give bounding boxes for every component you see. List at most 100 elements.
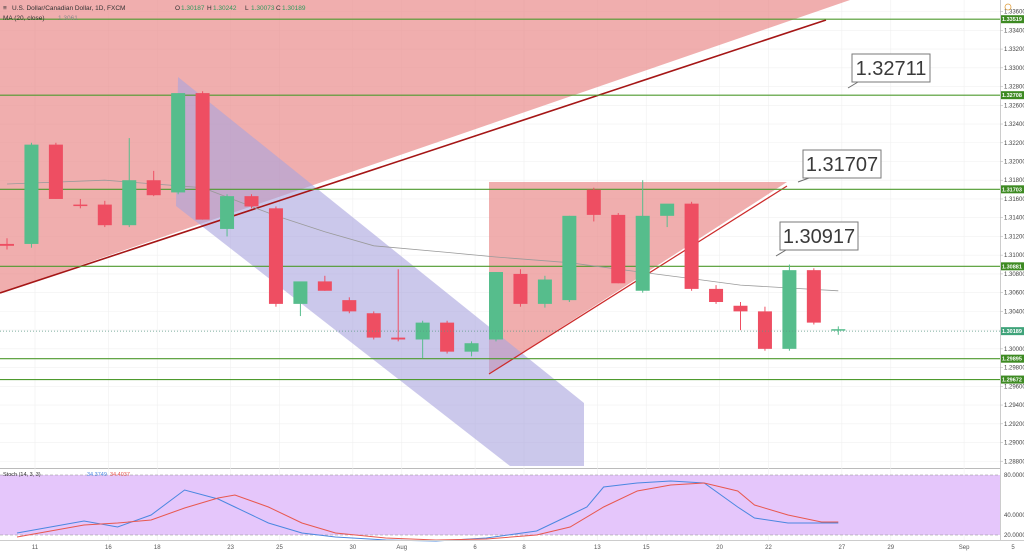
candle[interactable]	[122, 138, 137, 228]
candle[interactable]	[24, 142, 39, 248]
price-tick-label: 1.29600	[1004, 384, 1024, 390]
time-axis[interactable]: 11 16 18 23 25 30 Aug 6 8 13 15 20 22 27 29 Sep 5	[0, 540, 1024, 551]
ohlc-low-label: L	[245, 5, 249, 12]
stoch-d-value: 34.4037	[110, 472, 130, 478]
time-tick-label: 22	[765, 545, 772, 551]
time-tick-label: 16	[105, 545, 112, 551]
stoch-legend-label: Stoch (14, 3, 3)	[3, 472, 41, 478]
candle[interactable]	[268, 206, 283, 307]
candle[interactable]	[146, 170, 161, 197]
price-tick-label: 1.32800	[1004, 85, 1024, 91]
candles[interactable]	[0, 91, 846, 359]
price-tick-label: 1.29400	[1004, 403, 1024, 409]
time-tick-label: 15	[643, 545, 650, 551]
price-tick-label: 1.30600	[1004, 291, 1024, 297]
level-tag	[1001, 354, 1024, 363]
callout-label: 1.30917	[783, 226, 855, 248]
level-tag	[1001, 375, 1024, 384]
candle[interactable]	[366, 311, 381, 340]
candle[interactable]	[0, 238, 14, 250]
ohlc-open-label: O	[175, 5, 180, 12]
price-axis[interactable]: 1.33600 1.33400 1.33200 1.33000 1.32800 1.326…	[1000, 0, 1024, 540]
candle-body	[146, 180, 161, 196]
candle[interactable]	[513, 269, 528, 307]
candle[interactable]	[635, 180, 650, 293]
price-tick-label: 1.30000	[1004, 347, 1024, 353]
candle[interactable]	[171, 93, 186, 195]
candle-body	[24, 144, 39, 244]
stochastic-area	[0, 474, 1000, 542]
candle[interactable]	[733, 302, 748, 331]
candle[interactable]	[489, 272, 503, 342]
time-tick-label: 13	[594, 545, 601, 551]
candle[interactable]	[684, 201, 699, 291]
ohlc-close-label: C	[276, 5, 281, 12]
horizontal-levels[interactable]	[0, 18, 1000, 381]
candle[interactable]	[195, 91, 210, 220]
price-tick-label: 1.31800	[1004, 178, 1024, 184]
candle-body	[684, 203, 699, 289]
descending-channel	[176, 77, 584, 466]
price-callout[interactable]: 1.31707	[797, 149, 882, 183]
time-tick-label: 11	[32, 545, 39, 551]
candle-body	[733, 305, 748, 312]
price-callout[interactable]: 1.30917	[775, 221, 859, 257]
candle[interactable]	[293, 281, 308, 317]
candle-body	[806, 270, 821, 323]
price-tick-label: 1.33600	[1004, 10, 1024, 16]
candle[interactable]	[244, 194, 259, 209]
candle[interactable]	[48, 142, 63, 199]
ohlc-high-label: H	[207, 5, 212, 12]
candle[interactable]	[562, 215, 577, 303]
price-callout[interactable]: 1.32711	[847, 53, 931, 89]
candle[interactable]	[757, 306, 772, 351]
candle[interactable]	[317, 275, 332, 291]
time-tick-label: 27	[839, 545, 846, 551]
time-tick-label: 30	[350, 545, 357, 551]
time-tick-label: 6	[473, 545, 477, 551]
candle-body	[709, 288, 724, 303]
candle[interactable]	[709, 285, 724, 304]
price-callouts[interactable]: 1.32711 1.31707 1.30917	[775, 53, 931, 257]
candle[interactable]	[342, 297, 357, 314]
candle[interactable]	[440, 320, 455, 354]
candle-body	[97, 204, 112, 226]
time-tick-label: Sep	[959, 545, 970, 551]
stoch-k-value: 34.3749	[87, 472, 107, 478]
price-tick-label: 1.32000	[1004, 159, 1024, 165]
candle[interactable]	[220, 194, 235, 237]
candle[interactable]	[586, 187, 601, 222]
level-tag	[1001, 15, 1024, 24]
candle[interactable]	[660, 203, 675, 228]
candle-body	[342, 300, 357, 312]
candle-body	[611, 214, 626, 284]
candle[interactable]	[464, 341, 479, 357]
price-tick-label: 1.32600	[1004, 103, 1024, 109]
price-tick-label: 1.31400	[1004, 216, 1024, 222]
candle[interactable]	[831, 326, 846, 335]
candle[interactable]	[391, 269, 406, 342]
level-tag	[1001, 262, 1024, 271]
candle[interactable]	[415, 320, 430, 359]
stoch-tick-label: 20.0000	[1004, 533, 1024, 539]
candle[interactable]	[611, 213, 626, 284]
time-tick-label: 29	[887, 545, 894, 551]
ohlc-open-value: 1.30187	[181, 5, 205, 12]
candle-body	[244, 196, 259, 207]
ma-legend-value: 1.3061	[58, 15, 78, 22]
candle-body	[513, 273, 528, 304]
candle[interactable]	[537, 275, 552, 308]
candle[interactable]	[806, 268, 821, 325]
time-tick-label: Aug	[396, 545, 407, 551]
candle-body	[366, 313, 381, 338]
time-tick-label: 18	[154, 545, 161, 551]
price-tick-label: 1.29000	[1004, 441, 1024, 447]
callout-label: 1.31707	[806, 154, 878, 176]
candle[interactable]	[97, 200, 112, 228]
level-tag-label: 1.32708	[1002, 93, 1022, 99]
ohlc-high-value: 1.30242	[213, 5, 237, 12]
candle[interactable]	[73, 198, 88, 209]
candle[interactable]	[782, 264, 797, 351]
candle-body	[415, 322, 430, 340]
